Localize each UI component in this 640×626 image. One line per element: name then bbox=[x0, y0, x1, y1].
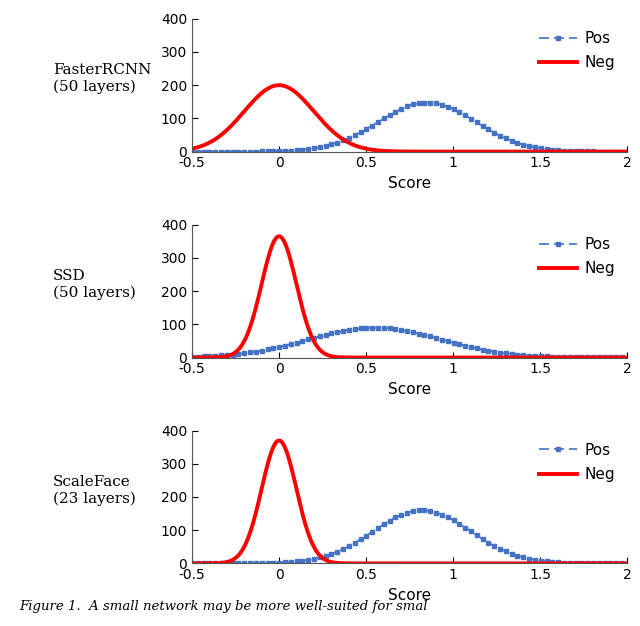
Neg bbox=[301, 312, 308, 320]
Neg bbox=[265, 251, 273, 259]
Pos bbox=[623, 148, 631, 155]
Neg bbox=[516, 354, 524, 361]
X-axis label: Score: Score bbox=[388, 588, 431, 603]
X-axis label: Score: Score bbox=[388, 382, 431, 397]
Pos bbox=[445, 515, 453, 522]
Neg bbox=[445, 560, 453, 567]
Neg bbox=[479, 148, 487, 155]
Pos bbox=[188, 148, 196, 155]
Neg bbox=[188, 560, 196, 567]
Neg bbox=[386, 354, 394, 361]
Pos bbox=[479, 123, 487, 130]
Neg bbox=[188, 354, 196, 361]
Neg bbox=[479, 354, 487, 361]
Pos bbox=[371, 324, 379, 331]
Legend: Pos, Neg: Pos, Neg bbox=[534, 26, 620, 74]
Pos bbox=[265, 346, 273, 353]
Neg bbox=[479, 560, 487, 567]
Pos bbox=[300, 146, 308, 153]
Line: Pos: Pos bbox=[190, 508, 629, 565]
Text: FasterRCNN
(50 layers): FasterRCNN (50 layers) bbox=[52, 63, 151, 94]
Text: Figure 1.  A small network may be more well-suited for smal: Figure 1. A small network may be more we… bbox=[19, 600, 428, 613]
Neg bbox=[623, 354, 631, 361]
Pos bbox=[188, 560, 196, 567]
Pos bbox=[300, 337, 308, 344]
Pos bbox=[385, 517, 393, 525]
Line: Neg: Neg bbox=[192, 85, 627, 151]
Line: Pos: Pos bbox=[190, 101, 629, 153]
Neg bbox=[275, 437, 283, 444]
Neg bbox=[301, 518, 308, 525]
X-axis label: Score: Score bbox=[388, 176, 431, 191]
Neg bbox=[445, 148, 453, 155]
Pos bbox=[188, 353, 196, 361]
Pos bbox=[479, 346, 487, 354]
Neg bbox=[623, 560, 631, 567]
Pos bbox=[445, 338, 453, 346]
Pos bbox=[423, 99, 431, 106]
Pos bbox=[385, 111, 393, 119]
Text: ScaleFace
(23 layers): ScaleFace (23 layers) bbox=[52, 475, 136, 506]
Pos bbox=[479, 536, 487, 543]
Neg bbox=[265, 84, 273, 91]
Neg bbox=[516, 560, 524, 567]
Pos bbox=[623, 354, 631, 361]
Text: SSD
(50 layers): SSD (50 layers) bbox=[52, 269, 136, 300]
Neg bbox=[188, 145, 196, 153]
Neg bbox=[386, 560, 394, 567]
Pos bbox=[516, 553, 524, 560]
Neg bbox=[445, 354, 453, 361]
Legend: Pos, Neg: Pos, Neg bbox=[534, 232, 620, 280]
Neg bbox=[301, 97, 308, 105]
Line: Neg: Neg bbox=[192, 441, 627, 563]
Neg bbox=[623, 148, 631, 155]
Neg bbox=[386, 148, 394, 155]
Neg bbox=[265, 456, 273, 463]
Neg bbox=[516, 148, 524, 155]
Pos bbox=[516, 140, 524, 148]
Pos bbox=[418, 506, 426, 514]
Pos bbox=[445, 103, 453, 111]
Pos bbox=[516, 351, 524, 359]
Neg bbox=[275, 232, 283, 240]
Pos bbox=[265, 559, 273, 567]
Legend: Pos, Neg: Pos, Neg bbox=[534, 438, 620, 486]
Line: Neg: Neg bbox=[192, 236, 627, 357]
Pos bbox=[386, 325, 394, 332]
Line: Pos: Pos bbox=[190, 326, 629, 359]
Pos bbox=[265, 148, 273, 155]
Pos bbox=[300, 557, 308, 564]
Pos bbox=[623, 560, 631, 567]
Neg bbox=[275, 81, 283, 89]
